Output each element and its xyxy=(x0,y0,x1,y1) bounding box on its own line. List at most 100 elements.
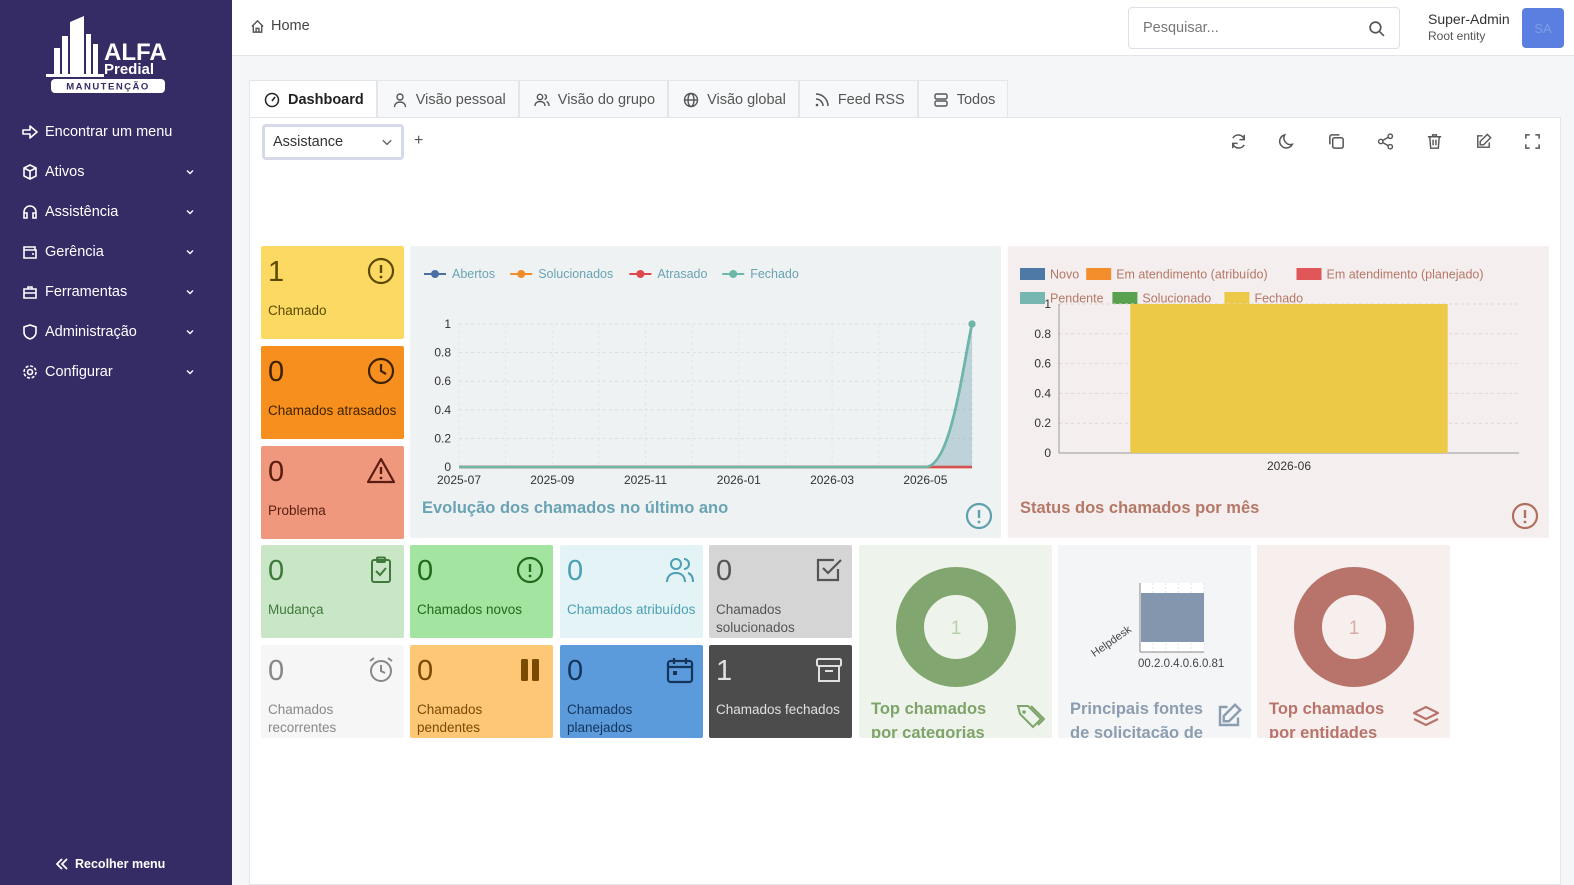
legend-item-2[interactable]: Atrasado xyxy=(629,267,707,281)
users-icon xyxy=(666,558,694,583)
tab-label: Visão global xyxy=(707,91,786,108)
legend-label: Em atendimento (planejado) xyxy=(1327,268,1484,282)
dashboard-icon xyxy=(264,92,280,107)
legend-item-5[interactable]: Fechado xyxy=(1224,292,1303,306)
bar-chart-canvas: Novo Em atendimento (atribuído) Em atendim… xyxy=(1020,268,1519,473)
y-tick-label: 0.2 xyxy=(434,431,451,445)
late-tickets-card[interactable]: 0 Chamados atrasados xyxy=(261,346,404,439)
legend-item-0[interactable]: Novo xyxy=(1020,268,1079,282)
y-tick-label: 0.8 xyxy=(434,346,451,360)
series-area-0 xyxy=(459,324,972,467)
closed-tickets-card[interactable]: 1 Chamados fechados xyxy=(709,645,852,738)
svg-text:ALFA: ALFA xyxy=(104,39,167,66)
legend-item-2[interactable]: Em atendimento (planejado) xyxy=(1296,268,1484,282)
alarm-icon xyxy=(369,657,393,682)
new-tickets-card[interactable]: 0 Chamados novos xyxy=(410,545,553,638)
top-entities-card: 1 Top chamados por entidades xyxy=(1257,545,1450,738)
donut-slice xyxy=(896,567,1016,687)
sidebar-item-assistencia[interactable]: Assistência xyxy=(0,192,232,232)
add-dashboard-button[interactable]: + xyxy=(414,132,424,149)
recurring-tickets-card[interactable]: 0 Chamados recorrentes xyxy=(261,645,404,738)
donut-entities-title: Top chamados por entidades xyxy=(1269,700,1385,738)
legend-item-1[interactable]: Solucionados xyxy=(510,267,613,281)
tab-global-view[interactable]: Visão global xyxy=(668,80,799,118)
rss-icon xyxy=(815,92,829,106)
tab-dashboard[interactable]: Dashboard xyxy=(249,80,377,118)
briefcase-icon xyxy=(23,286,37,299)
y-tick-label: 0.4 xyxy=(434,403,451,417)
sidebar-item-ferramentas[interactable]: Ferramentas xyxy=(0,272,232,312)
user-info[interactable]: Super-Admin Root entity xyxy=(1428,11,1510,43)
edit-icon[interactable] xyxy=(1474,132,1493,151)
y-tick-label: 0.6 xyxy=(434,374,451,388)
breadcrumb-home[interactable]: Home xyxy=(250,18,310,34)
sidebar-item-label: Ferramentas xyxy=(45,284,128,300)
sidebar-item-configurar[interactable]: Configurar xyxy=(0,352,232,392)
request-sources-chart: Helpdesk 00.2.0.4.0.6.0.81 xyxy=(1089,583,1224,670)
avatar[interactable]: SA xyxy=(1522,8,1564,48)
trash-icon[interactable] xyxy=(1425,132,1444,151)
tab-all[interactable]: Todos xyxy=(917,80,1009,118)
solved-tickets-card[interactable]: 0 Chamados solucionados xyxy=(709,545,852,638)
collapse-menu-button[interactable]: Recolher menu xyxy=(55,857,165,871)
card-label: Chamado xyxy=(268,303,327,318)
legend-item-3[interactable]: Pendente xyxy=(1020,292,1104,306)
dashboard-select[interactable]: Assistance xyxy=(262,124,404,160)
legend-item-4[interactable]: Solucionado xyxy=(1112,292,1211,306)
chevron-down-icon xyxy=(186,210,194,215)
box-icon xyxy=(23,164,37,180)
home-icon xyxy=(251,19,264,33)
donut-center-label: 1 xyxy=(1349,618,1360,639)
legend-item-1[interactable]: Em atendimento (atribuído) xyxy=(1086,268,1268,282)
card-label: Chamados atrasados xyxy=(268,403,397,418)
tickets-card[interactable]: 1 Chamado xyxy=(261,246,404,339)
tab-group-view[interactable]: Visão do grupo xyxy=(518,80,669,118)
share-icon[interactable] xyxy=(1376,132,1395,151)
copy-icon[interactable] xyxy=(1327,132,1346,151)
tab-rss-feed[interactable]: Feed RSS xyxy=(798,80,918,118)
x-tick-label: 2026-01 xyxy=(717,473,761,487)
refresh-icon[interactable] xyxy=(1229,132,1248,151)
donut-categories-title: Top chamados por categorias xyxy=(871,700,987,738)
donut-chart-categories: 1 xyxy=(896,567,1016,687)
sidebar-item-find-menu[interactable]: Encontrar um menu xyxy=(0,112,232,152)
sidebar-item-administracao[interactable]: Administração xyxy=(0,312,232,352)
search-box[interactable]: Pesquisar... xyxy=(1128,7,1400,49)
assigned-tickets-card[interactable]: 0 Chamados atribuídos xyxy=(560,545,703,638)
y-tick-label: Helpdesk xyxy=(1089,623,1134,659)
card-value: 1 xyxy=(268,256,285,288)
svg-text:Predial: Predial xyxy=(104,61,154,78)
planned-tickets-card[interactable]: 0 Chamados planejados xyxy=(560,645,703,738)
alert-circle-icon[interactable] xyxy=(1511,502,1539,530)
x-tick-label: 2025-11 xyxy=(624,473,667,487)
change-card[interactable]: 0 Mudança xyxy=(261,545,404,638)
moon-icon[interactable] xyxy=(1278,132,1297,151)
fullscreen-icon[interactable] xyxy=(1523,132,1542,151)
archive-icon xyxy=(816,658,842,682)
chevron-down-icon xyxy=(186,170,194,175)
legend-label: Atrasado xyxy=(657,267,707,281)
problem-card[interactable]: 0 Problema xyxy=(261,446,404,539)
search-icon[interactable] xyxy=(1368,20,1385,37)
y-tick-label: 1 xyxy=(444,317,451,331)
card-label: Chamados solucionados xyxy=(716,602,795,635)
legend-item-3[interactable]: Fechado xyxy=(722,267,799,281)
company-logo[interactable]: ALFA Predial MANUTENÇÃO xyxy=(40,14,180,96)
alert-circle-icon[interactable] xyxy=(965,502,993,530)
y-tick-label: 0.4 xyxy=(1034,386,1051,400)
alert-circle-icon xyxy=(367,257,395,285)
legend-item-0[interactable]: Abertos xyxy=(424,267,495,281)
pending-tickets-card[interactable]: 0 Chamados pendentes xyxy=(410,645,553,738)
tab-personal-view[interactable]: Visão pessoal xyxy=(376,80,519,118)
sidebar-item-label: Assistência xyxy=(45,204,119,220)
search-input[interactable]: Pesquisar... xyxy=(1143,20,1219,36)
sidebar-item-gerencia[interactable]: Gerência xyxy=(0,232,232,272)
sidebar-item-ativos[interactable]: Ativos xyxy=(0,152,232,192)
card-label: Mudança xyxy=(268,602,324,617)
tab-label: Visão pessoal xyxy=(415,91,506,108)
chevron-down-icon xyxy=(382,139,392,146)
warning-icon xyxy=(366,457,396,484)
line-chart-title: Evolução dos chamados no último ano xyxy=(422,499,729,517)
legend-label: Abertos xyxy=(452,267,495,281)
series-point-3 xyxy=(968,320,976,328)
